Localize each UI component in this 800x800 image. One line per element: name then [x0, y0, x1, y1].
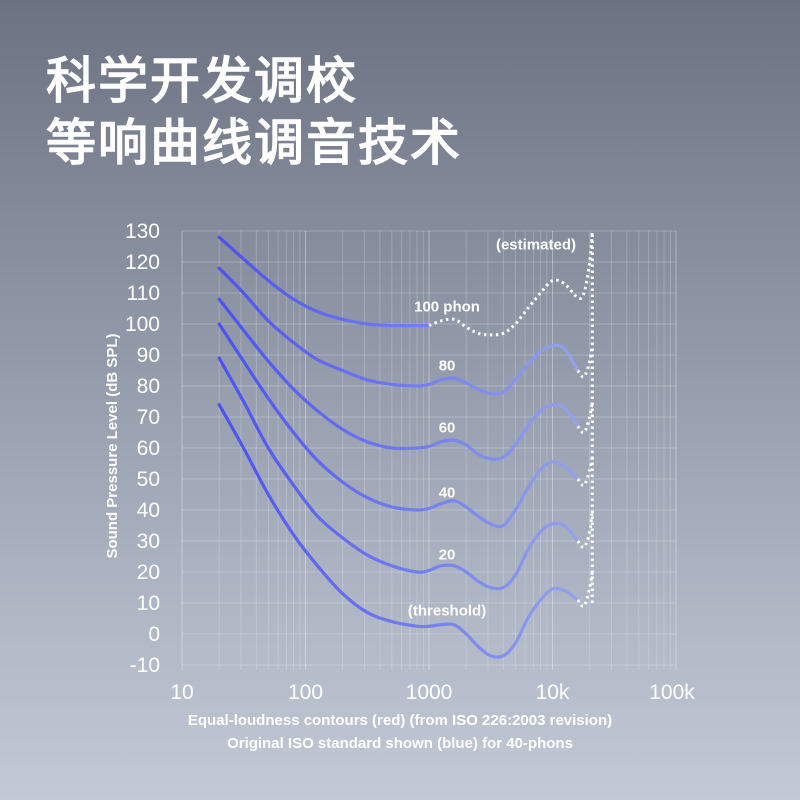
- contour-line: [217, 356, 580, 591]
- y-tick-label: 90: [137, 344, 160, 367]
- contour-line: [217, 322, 580, 529]
- contour-label: (threshold): [408, 602, 486, 619]
- x-tick-label: 1000: [406, 681, 453, 704]
- contour-label: 60: [439, 420, 456, 437]
- y-tick-label: 10: [137, 592, 160, 615]
- y-tick-label: -10: [130, 654, 160, 677]
- annotations: 100 phon 80 60 40 20 (threshold) (estimated): [408, 237, 576, 620]
- y-tick-label: 60: [137, 437, 160, 460]
- estimated-label: (estimated): [496, 237, 576, 254]
- contour-label: 20: [439, 547, 456, 564]
- y-tick-label: 0: [148, 623, 160, 646]
- x-axis-caption-line-2: Original ISO standard shown (blue) for 4…: [227, 735, 573, 752]
- estimated-contour-line: [428, 230, 594, 337]
- y-tick-label: 30: [137, 530, 160, 553]
- curves: [217, 230, 594, 659]
- x-tick-label: 100: [288, 681, 323, 704]
- y-tick-label: 110: [127, 282, 160, 305]
- y-tick-label: 80: [137, 375, 160, 398]
- y-tick-label: 70: [137, 406, 160, 429]
- estimated-contour-line: [576, 509, 594, 549]
- y-tick-label: 100: [125, 313, 160, 336]
- contour-line: [217, 235, 431, 328]
- contour-label: 80: [439, 358, 456, 375]
- y-tick-label: 50: [137, 468, 160, 491]
- x-tick-label: 10: [170, 681, 193, 704]
- contour-line: [217, 266, 580, 396]
- y-tick-label: 130: [125, 220, 160, 243]
- y-tick-label: 120: [125, 251, 160, 274]
- contour-line: [217, 403, 580, 659]
- headline-line-1: 科学开发调校: [46, 52, 358, 110]
- y-axis-label: Sound Pressure Level (dB SPL): [104, 333, 121, 558]
- y-tick-label: 20: [137, 561, 160, 584]
- y-tick-label: 40: [137, 499, 160, 522]
- x-tick-label: 10k: [536, 681, 570, 704]
- x-axis-caption-line-1: Equal-loudness contours (red) (from ISO …: [188, 712, 612, 729]
- contour-line: [217, 297, 580, 461]
- x-tick-label: 100k: [649, 681, 695, 704]
- contour-label: 40: [439, 485, 456, 502]
- headline-line-2: 等响曲线调音技术: [46, 114, 462, 172]
- x-tick-labels: 10 100 1000 10k 100k: [170, 681, 695, 704]
- contour-label: 100 phon: [414, 299, 480, 316]
